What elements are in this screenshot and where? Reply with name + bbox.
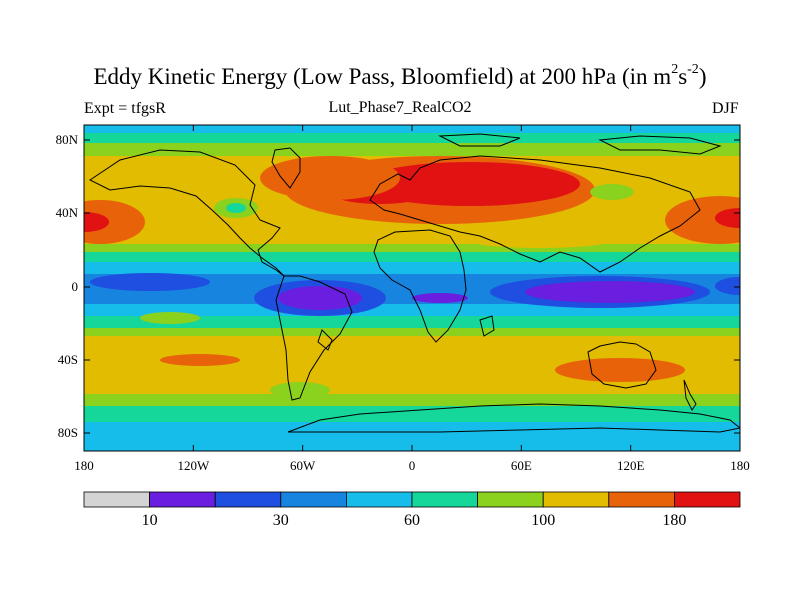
lon-tick-label: 180	[74, 458, 94, 473]
latitude-axis: 80N 40N 0 40S 80S	[56, 132, 740, 440]
lon-tick-label: 60E	[511, 458, 532, 473]
colorbar-swatch	[214, 491, 282, 508]
colorbar-swatch	[345, 491, 413, 508]
lat-tick-label: 80S	[58, 425, 78, 440]
season-label: DJF	[712, 100, 739, 117]
run-label: Lut_Phase7_RealCO2	[328, 99, 472, 116]
colorbar-swatch	[411, 491, 478, 508]
colorbar-label: 100	[531, 512, 555, 529]
colorbar-label: 10	[142, 512, 158, 529]
lat-tick-label: 40N	[56, 205, 79, 220]
ekef-field	[84, 125, 740, 451]
lat-tick-label: 0	[72, 279, 79, 294]
map-title: Eddy Kinetic Energy (Low Pass, Bloomfiel…	[93, 62, 707, 89]
experiment-label: Expt = tfgsR	[84, 100, 166, 117]
longitude-axis: 180 120W 60W 0 60E 120E 180	[74, 125, 750, 473]
colorbar-label: 60	[404, 512, 420, 529]
colorbar-label: 30	[273, 512, 289, 529]
colorbar: 10 30 60 100 180	[83, 491, 741, 529]
lat-tick-label: 80N	[56, 132, 79, 147]
colorbar-label: 180	[662, 512, 686, 529]
colorbar-swatch	[83, 491, 150, 508]
lat-tick-label: 40S	[58, 352, 78, 367]
lon-tick-label: 120E	[617, 458, 645, 473]
lon-tick-label: 60W	[290, 458, 316, 473]
colorbar-swatch	[608, 491, 675, 508]
lon-tick-label: 120W	[177, 458, 210, 473]
lon-tick-label: 0	[409, 458, 416, 473]
coastlines	[89, 133, 740, 433]
colorbar-swatch	[542, 491, 610, 508]
colorbar-swatch	[477, 491, 544, 508]
lon-tick-label: 180	[730, 458, 750, 473]
colorbar-swatch	[674, 491, 741, 508]
colorbar-swatch	[149, 491, 216, 508]
colorbar-swatch	[280, 491, 347, 508]
